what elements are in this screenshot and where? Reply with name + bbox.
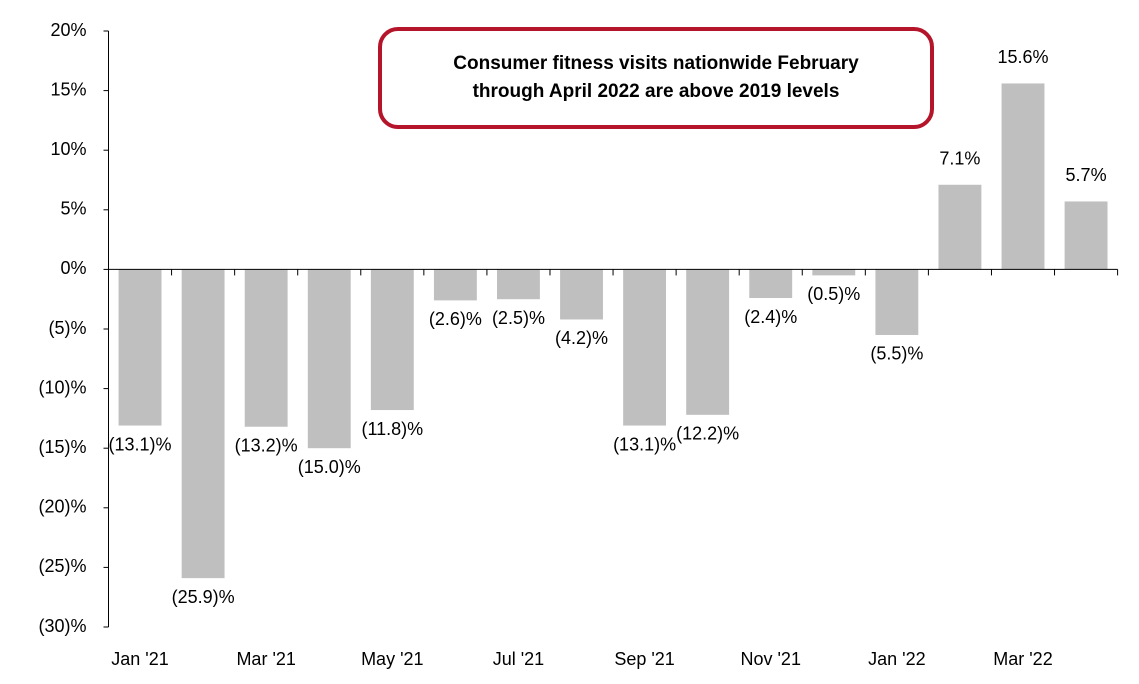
x-tick-label: Sep '21: [614, 649, 675, 669]
x-tick-label: Nov '21: [740, 649, 800, 669]
bar: [244, 269, 288, 427]
x-tick-label: May '21: [361, 649, 423, 669]
value-label: (4.2)%: [555, 328, 608, 348]
value-label: (2.6)%: [429, 309, 482, 329]
x-tick-label: Mar '22: [993, 649, 1052, 669]
value-label: (2.5)%: [492, 308, 545, 328]
y-tick-label: (5)%: [48, 318, 86, 338]
bar: [875, 269, 919, 335]
y-tick-label: 5%: [60, 199, 86, 219]
x-tick-label: Mar '21: [236, 649, 295, 669]
bar: [749, 269, 793, 299]
bar: [497, 269, 540, 300]
y-tick-label: 20%: [50, 20, 86, 40]
bar: [623, 269, 667, 426]
x-tick-label: Jul '21: [493, 649, 544, 669]
value-label: (15.0)%: [298, 457, 361, 477]
annotation: Consumer fitness visits nationwide Febru…: [378, 27, 934, 129]
bar: [118, 269, 162, 426]
value-label: (0.5)%: [807, 284, 860, 304]
bar: [1064, 201, 1108, 270]
value-label: (13.1)%: [109, 434, 172, 454]
bar: [307, 269, 351, 449]
value-label: (13.2)%: [235, 435, 298, 455]
value-label: (25.9)%: [172, 587, 235, 607]
bar: [1001, 83, 1045, 270]
y-tick-label: (10)%: [38, 377, 86, 397]
y-tick-label: 15%: [50, 79, 86, 99]
y-tick-label: (15)%: [38, 437, 86, 457]
y-tick-label: (30)%: [38, 616, 86, 636]
x-tick-label: Jan '21: [111, 649, 168, 669]
y-tick-label: 10%: [50, 139, 86, 159]
x-tick-label: Jan '22: [868, 649, 925, 669]
bar: [686, 269, 730, 415]
value-label: 5.7%: [1066, 165, 1107, 185]
value-label: (12.2)%: [676, 424, 739, 444]
y-tick-label: (20)%: [38, 497, 86, 517]
y-tick-label: (25)%: [38, 556, 86, 576]
bar: [181, 269, 225, 579]
value-label: (11.8)%: [361, 419, 423, 439]
value-label: (2.4)%: [744, 307, 797, 327]
value-label: (5.5)%: [870, 344, 923, 364]
bar: [433, 269, 477, 301]
y-tick-label: 0%: [60, 258, 86, 278]
bar: [938, 184, 982, 270]
value-label: 7.1%: [939, 149, 980, 169]
bar: [812, 269, 856, 276]
value-label: (13.1)%: [613, 434, 676, 454]
bar: [370, 269, 414, 411]
bar: [560, 269, 603, 320]
value-label: 15.6%: [997, 47, 1048, 67]
